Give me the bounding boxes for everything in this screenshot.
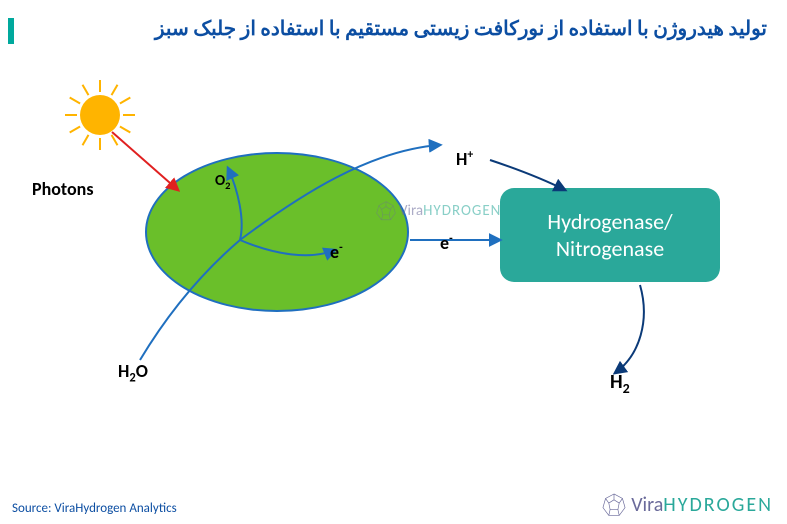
label-photons: Photons (32, 178, 94, 200)
label-h-plus: H+ (456, 148, 473, 170)
label-electron-inside: e- (330, 241, 343, 263)
watermark-brand: ViraHYDROGEN (375, 200, 501, 222)
arrow-hplus-to-box (490, 160, 565, 190)
arrow-branch-upper (240, 145, 440, 240)
arrows-layer (0, 60, 787, 480)
arrow-branch-e (240, 240, 335, 255)
footer-brand: ViraHYDROGEN (601, 492, 773, 518)
label-h2o: H2O (118, 360, 148, 386)
watermark-hydrogen: HYDROGEN (423, 202, 501, 220)
label-electron-outside: e- (440, 232, 453, 254)
page-title: تولید هیدروژن با استفاده از نورکافت زیست… (22, 16, 767, 41)
polyhedron-icon (601, 492, 627, 518)
source-text: Source: ViraHydrogen Analytics (12, 501, 177, 516)
brand-vira: Vira (631, 493, 663, 517)
label-o2: O2 (215, 172, 230, 192)
label-h2: H2 (610, 370, 630, 397)
arrow-photon-arrow (112, 132, 178, 190)
polyhedron-icon (375, 200, 397, 222)
arrow-h2o-in (140, 240, 240, 360)
diagram-canvas: Hydrogenase/ Nitrogenase Photons O2 e- e… (0, 60, 787, 480)
brand-hydrogen: HYDROGEN (663, 493, 773, 517)
watermark-vira: Vira (399, 202, 423, 220)
arrow-box-to-h2 (615, 285, 644, 373)
title-accent-bar (8, 18, 14, 44)
